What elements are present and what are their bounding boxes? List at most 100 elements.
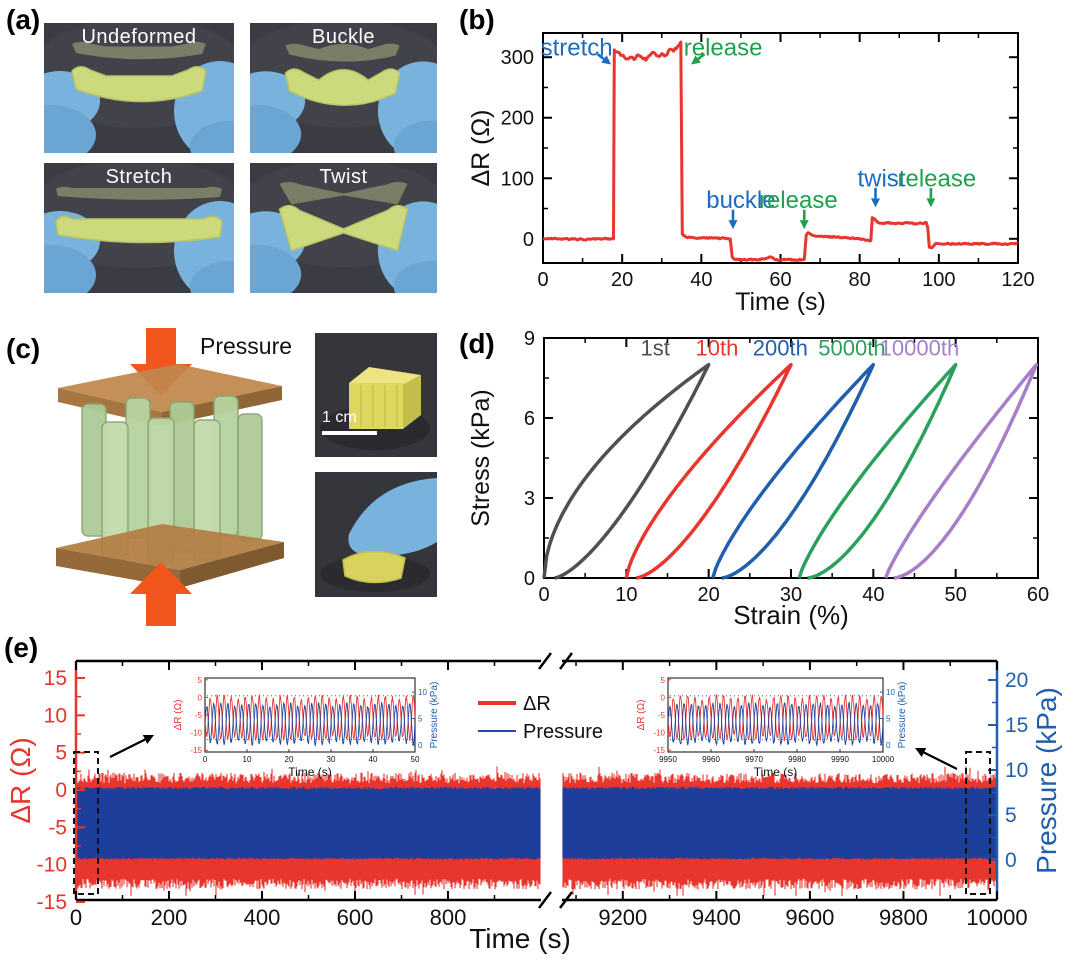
e-left-y-tick-label: 10: [44, 704, 67, 727]
b-x-tick-label: 60: [769, 269, 791, 291]
film-undeformed: [71, 66, 207, 103]
panel-a-label: (a): [6, 4, 41, 35]
d-x-tick-label: 0: [538, 584, 549, 606]
e-left-y-axis-title: ΔR (Ω): [5, 737, 36, 823]
inset-right-tick: 10: [418, 688, 427, 697]
d-series-label-10th: 10th: [695, 336, 738, 361]
inset-x-tick: 9970: [745, 755, 763, 764]
b-annotation-release: release: [897, 165, 976, 192]
photo-caption: Twist: [319, 166, 368, 188]
e-x-tick-label: 0: [70, 905, 82, 930]
b-annotation-release: release: [684, 35, 763, 62]
e-right-y-axis-title: Pressure (kPa): [1031, 687, 1062, 874]
e-pressure-band: [76, 786, 541, 860]
d-x-tick-label: 20: [698, 584, 720, 606]
inset-left-tick: -15: [653, 746, 665, 755]
b-x-tick-label: 120: [1001, 269, 1034, 291]
film-buckle: [284, 68, 401, 106]
inset-left-tick: -10: [653, 729, 665, 738]
scale-bar: [322, 431, 377, 435]
inset-x-tick: 20: [285, 755, 294, 764]
inset-pressure-wave: [204, 701, 416, 747]
e-pressure-band: [562, 786, 997, 860]
bottom-plate: [56, 524, 284, 570]
inset-left-tick: 0: [661, 693, 666, 702]
d-y-tick-label: 3: [524, 488, 535, 510]
inset-x-tick: 10: [243, 755, 252, 764]
inset-left-tick: -5: [195, 711, 203, 720]
pressure-label: Pressure: [200, 333, 292, 359]
b-y-tick-label: 200: [501, 108, 534, 130]
e-right-y-tick-label: 20: [1005, 669, 1028, 692]
film-twist: [278, 204, 409, 252]
e-x-tick-label: 600: [337, 905, 374, 930]
e-x-tick-label: 9200: [598, 905, 647, 930]
d-series-label-1st: 1st: [640, 336, 669, 361]
b-y-tick-label: 300: [501, 47, 534, 69]
inset-left-title: ΔR (Ω): [173, 700, 184, 731]
b-x-tick-label: 20: [611, 269, 633, 291]
d-loop-200th: [711, 362, 876, 580]
b-y-axis-title: ΔR (Ω): [467, 109, 495, 186]
d-loop-10000th: [884, 362, 1039, 580]
d-series-label-10000th: 10000th: [880, 336, 960, 361]
d-x-axis-title: Strain (%): [733, 600, 849, 630]
photo-scene: [250, 163, 437, 293]
panel-d-chart: 0 10 20 30 40 50 60 0 3 6 9 Strain (%) Stress (kPa) 1…: [467, 328, 1049, 630]
photo-caption: Buckle: [311, 26, 376, 48]
e-zoom-box-left: [73, 751, 99, 895]
top-plate: [58, 364, 282, 412]
e-x-tick-label: 800: [430, 905, 467, 930]
panel-e-label: (e): [4, 632, 39, 663]
b-annotation-release: release: [759, 187, 838, 214]
d-loop-10th: [624, 362, 793, 580]
inset-right-title: Pressure (kPa): [897, 682, 908, 749]
photo-scene: [315, 333, 437, 457]
e-legend: ΔR Pressure: [478, 693, 603, 743]
b-x-tick-label: 0: [537, 269, 548, 291]
e-x-tick-label: 10000: [966, 905, 1027, 930]
e-right-y-tick-label: 15: [1005, 714, 1028, 737]
b-delta-r-series: [542, 40, 1019, 262]
e-left-y-tick-label: -10: [37, 854, 67, 877]
e-inset-last-cycles: 9950 9960 9970 9980 9990 10000 5 0 -5 -10 -15 10 5 0 Δ…: [636, 676, 908, 779]
inset-right-title: Pressure (kPa): [429, 682, 440, 749]
e-left-y-tick-label: 15: [44, 667, 67, 690]
b-x-tick-label: 40: [690, 269, 712, 291]
d-loop-5000th: [797, 362, 958, 580]
e-left-y-tick-label: 0: [55, 779, 67, 802]
d-series-label-200th: 200th: [753, 336, 808, 361]
photo-twist: Twist: [250, 163, 437, 293]
inset-left-tick: 5: [198, 676, 203, 685]
bottom-plate-side: [180, 542, 284, 588]
e-x-tick-label: 9400: [692, 905, 741, 930]
film-stretch: [55, 215, 223, 244]
inset-right-tick: 10: [886, 688, 895, 697]
inset-x-tick: 9980: [788, 755, 806, 764]
e-x-tick-label: 200: [151, 905, 188, 930]
photo-scene: [250, 23, 437, 153]
e-right-y-tick-label: 10: [1005, 759, 1028, 782]
d-x-tick-label: 50: [945, 584, 967, 606]
b-x-axis-title: Time (s): [735, 288, 826, 316]
photo-caption: Undeformed: [81, 26, 197, 48]
inset-x-tick: 9960: [702, 755, 720, 764]
inset-right-tick: 0: [418, 741, 423, 750]
inset-left-tick: 0: [198, 693, 203, 702]
cube-top-face: [349, 367, 421, 385]
inset-left-tick: -5: [658, 711, 666, 720]
panel-e-chart: 0 200 400 600 800 9200 9400 9600 9800 10000-15-10…: [5, 652, 1062, 954]
pressure-schematic: Pressure: [56, 328, 292, 626]
panel-b-label: (b): [459, 4, 495, 35]
photo-finger-press: [315, 472, 437, 597]
inset-right-tick: 0: [886, 741, 891, 750]
b-x-tick-label: 100: [922, 269, 955, 291]
d-y-tick-label: 9: [524, 328, 535, 350]
e-legend-label-dr: ΔR: [523, 693, 551, 715]
inset-left-tick: -15: [190, 746, 202, 755]
inset-x-tick: 30: [327, 755, 336, 764]
e-zoom-box-right: [965, 751, 991, 895]
